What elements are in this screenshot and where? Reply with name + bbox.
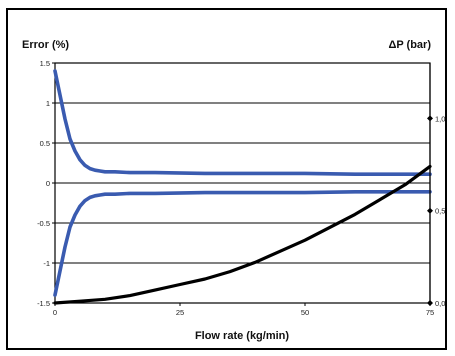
- chart-frame: -1.5 -1 -0.5 0 0.5 1 1.5 0 25 50 75 0,0 0,5 1,0 Error…: [6, 8, 447, 350]
- gridlines: [55, 102, 430, 264]
- y-left-tick-label: -1: [43, 259, 50, 268]
- series-group: [53, 69, 432, 305]
- y-right-tick-marker: [427, 115, 433, 122]
- y-right-axis-label: ΔP (bar): [388, 39, 431, 51]
- dual-axis-line-chart: -1.5 -1 -0.5 0 0.5 1 1.5 0 25 50 750,0 0,5 1,0 Error…: [22, 39, 445, 342]
- y-right-tick-label: 0,5: [435, 207, 445, 216]
- y-left-tick-label: 0: [46, 179, 50, 188]
- y-left-tick-label: -1.5: [37, 299, 50, 308]
- y-left-tick-label: 1: [46, 99, 50, 108]
- y-right-tick-label: 0,0: [435, 299, 445, 308]
- y-left-tick-label: 0.5: [40, 139, 50, 148]
- error-upper-line: [53, 69, 432, 176]
- x-tick-label: 50: [301, 308, 309, 317]
- y-right-tick-label: 1,0: [435, 114, 445, 123]
- y-right-tick-marker: [427, 300, 433, 306]
- x-tick-label: 25: [176, 308, 184, 317]
- error-lower-line: [53, 190, 432, 297]
- x-axis-label: Flow rate (kg/min): [195, 330, 289, 342]
- x-tick-label: 75: [426, 308, 434, 317]
- x-tick-label: 0: [53, 308, 57, 317]
- y-left-tick-label: -0.5: [37, 219, 50, 228]
- y-right-tick-marker: [427, 207, 433, 214]
- tick-labels: -1.5 -1 -0.5 0 0.5 1 1.5 0 25 50 750,0 0,5 1,0: [37, 59, 445, 317]
- pressure-drop-line: [53, 164, 432, 305]
- y-left-axis-label: Error (%): [22, 39, 69, 51]
- y-left-tick-label: 1.5: [40, 59, 50, 68]
